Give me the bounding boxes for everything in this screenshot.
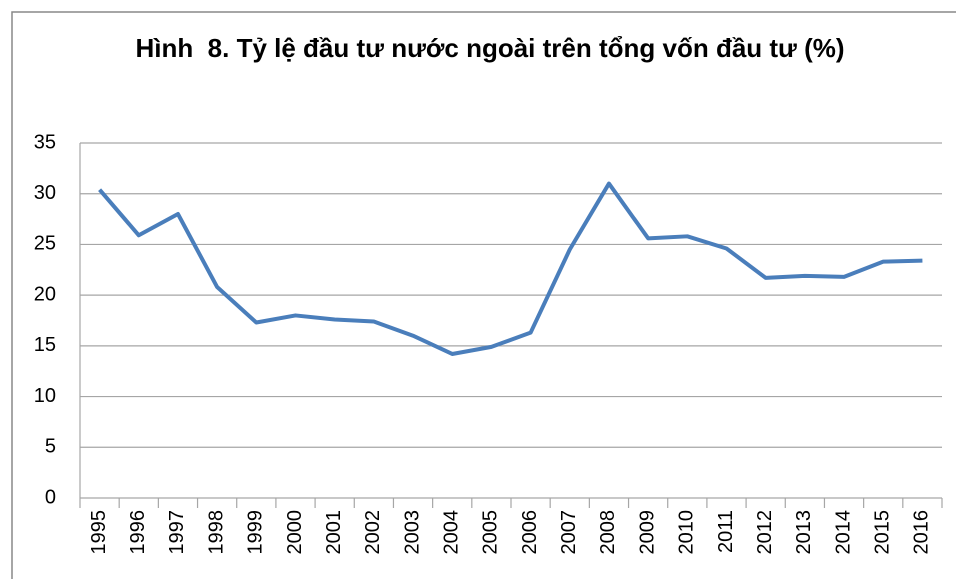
x-tick-label: 2006 bbox=[519, 510, 541, 555]
x-tick-label: 2005 bbox=[480, 510, 502, 555]
x-tick-label: 1998 bbox=[205, 510, 227, 555]
x-tick-label: 2004 bbox=[441, 510, 463, 555]
y-tick-label: 5 bbox=[45, 436, 56, 458]
x-tick-label: 2008 bbox=[597, 510, 619, 555]
y-tick-label: 30 bbox=[34, 182, 56, 204]
x-tick-label: 2015 bbox=[872, 510, 894, 555]
x-tick-label: 2014 bbox=[832, 510, 854, 555]
x-tick-label: 2016 bbox=[911, 510, 933, 555]
y-tick-label: 25 bbox=[34, 233, 56, 255]
y-tick-label: 35 bbox=[34, 131, 56, 153]
x-tick-label: 2011 bbox=[715, 510, 737, 553]
chart-frame bbox=[11, 11, 956, 579]
x-tick-label: 2007 bbox=[558, 510, 580, 555]
x-tick-label: 2000 bbox=[284, 510, 306, 555]
y-tick-label: 10 bbox=[34, 385, 56, 407]
x-tick-label: 2009 bbox=[636, 510, 658, 555]
x-tick-label: 2012 bbox=[754, 510, 776, 555]
x-tick-label: 2003 bbox=[401, 510, 423, 555]
x-tick-label: 1996 bbox=[127, 510, 149, 555]
x-tick-label: 2002 bbox=[362, 510, 384, 555]
y-tick-label: 15 bbox=[34, 334, 56, 356]
x-tick-label: 2013 bbox=[793, 510, 815, 555]
x-tick-label: 1997 bbox=[166, 510, 188, 555]
y-tick-label: 20 bbox=[34, 283, 56, 305]
y-tick-label: 0 bbox=[45, 486, 56, 508]
data-line bbox=[98, 181, 923, 356]
x-tick-label: 2001 bbox=[323, 510, 345, 555]
x-tick-label: 1995 bbox=[88, 510, 110, 555]
chart-title: Hình 8. Tỷ lệ đầu tư nước ngoài trên tổn… bbox=[135, 33, 845, 63]
x-tick-label: 2010 bbox=[676, 510, 698, 555]
x-tick-label: 1999 bbox=[245, 510, 267, 555]
